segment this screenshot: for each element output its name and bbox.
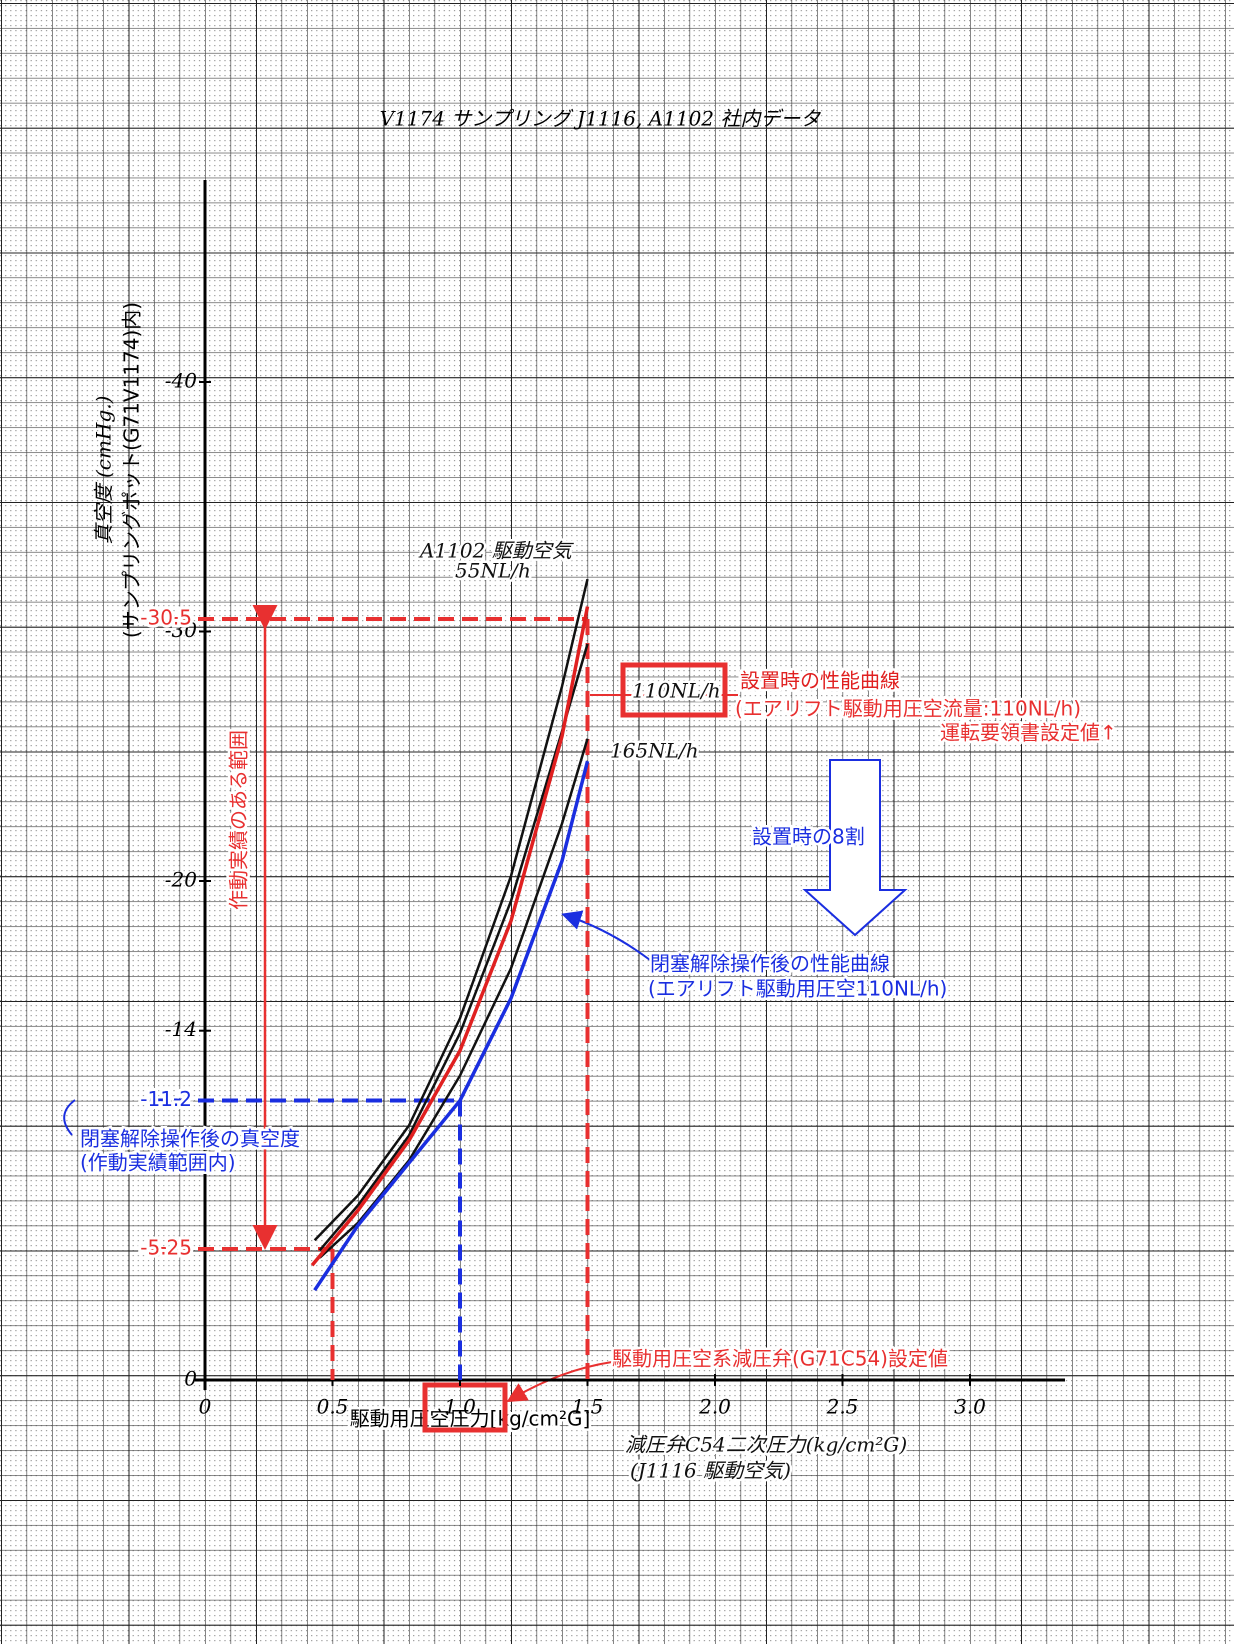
annotation: (エアリフト駆動用圧空110NL/h) bbox=[648, 977, 947, 1001]
reference-label: -5.25 bbox=[140, 1236, 192, 1260]
annotation: (エアリフト駆動用圧空流量:110NL/h) bbox=[735, 697, 1081, 721]
annotation: 運転要領書設定値↑ bbox=[940, 721, 1117, 745]
x-tick-label: 1.0 bbox=[444, 1395, 476, 1419]
annotation: (J1116 駆動空気) bbox=[630, 1459, 791, 1483]
y-axis-title-line: 真空度 (cmHg.) bbox=[92, 396, 116, 545]
series-label: 設置時の性能曲線 bbox=[740, 669, 900, 693]
y-tick-label: -20 bbox=[165, 868, 197, 892]
x-tick-label: 0.5 bbox=[317, 1395, 349, 1419]
annotation: 閉塞解除操作後の真空度 bbox=[80, 1127, 300, 1151]
chart: V1174 サンプリング J1116, A1102 社内データ 駆動用圧空圧力[… bbox=[0, 0, 1234, 1644]
x-tick-label: 2.0 bbox=[698, 1395, 731, 1419]
paper-grid-bold bbox=[0, 0, 1234, 1644]
annotation: A1102 駆動空気 bbox=[418, 539, 575, 563]
series-label: 165NL/h bbox=[610, 739, 699, 763]
y-tick-label: 0 bbox=[184, 1367, 197, 1391]
chart-title: V1174 サンプリング J1116, A1102 社内データ bbox=[380, 107, 822, 131]
reference-label: -30.5 bbox=[140, 606, 192, 630]
annotation: 駆動用圧空系減圧弁(G71C54)設定値 bbox=[612, 1347, 948, 1371]
reference-label: -11.2 bbox=[140, 1087, 192, 1111]
annotation: (作動実績範囲内) bbox=[80, 1151, 236, 1175]
y-tick-label: -14 bbox=[165, 1017, 197, 1041]
y-axis-title-line: (サンプリングポット(G71V1174)内) bbox=[120, 302, 144, 638]
series-label: 110NL/h bbox=[632, 679, 721, 703]
annotation: 作動実績のある範囲 bbox=[227, 730, 251, 910]
x-tick-label: 2.5 bbox=[826, 1395, 859, 1419]
x-tick-label: 0 bbox=[199, 1395, 212, 1419]
y-tick-label: -40 bbox=[165, 369, 197, 393]
annotation: 減圧弁C54二次圧力(kg/cm²G) bbox=[625, 1433, 907, 1457]
x-tick-label: 1.5 bbox=[572, 1395, 604, 1419]
series-label: 閉塞解除操作後の性能曲線 bbox=[650, 952, 890, 976]
x-tick-label: 3.0 bbox=[954, 1395, 986, 1419]
annotation: 設置時の8割 bbox=[752, 825, 865, 849]
